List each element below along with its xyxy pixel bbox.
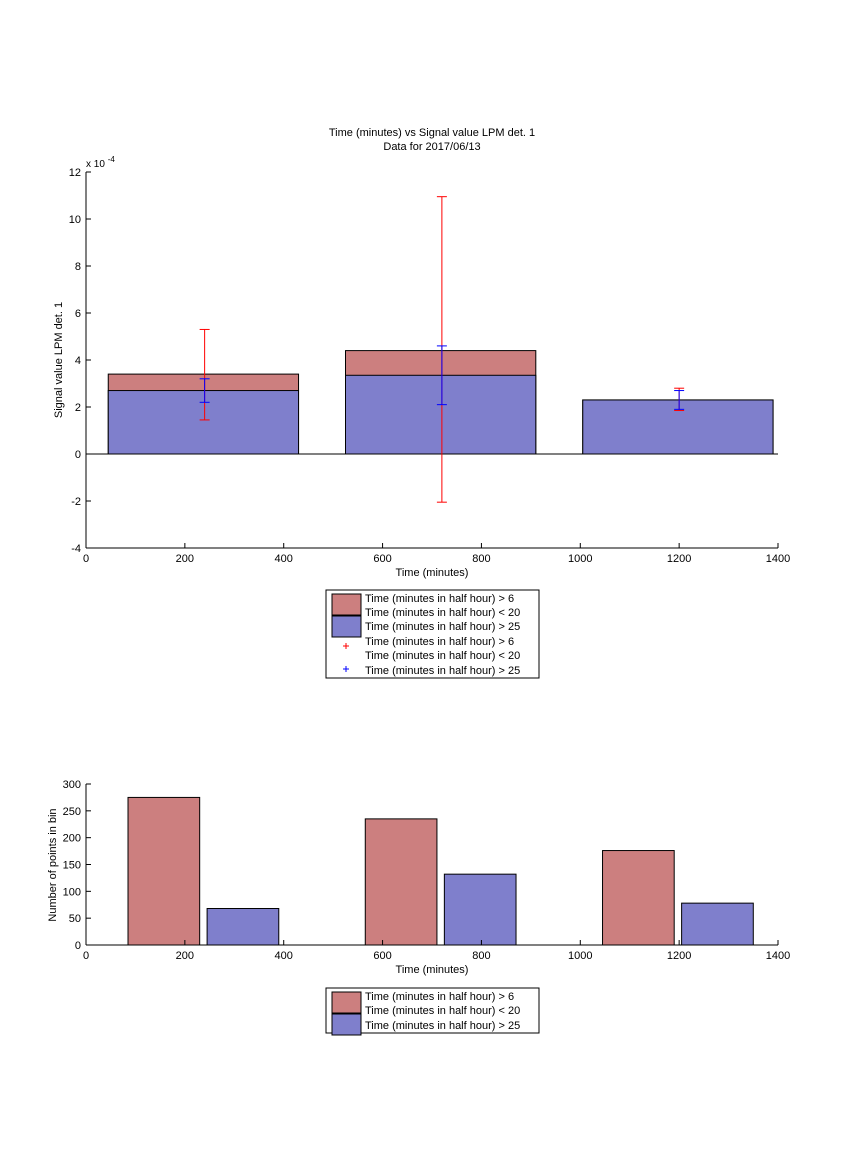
- legend1-item-3: Time (minutes in half hour) > 25: [365, 621, 520, 633]
- legend2-item-3: Time (minutes in half hour) > 25: [365, 1020, 520, 1032]
- chart1-y-tick-label: 12: [69, 167, 81, 179]
- legend1-item-6: Time (minutes in half hour) > 25: [365, 665, 520, 677]
- legend2-item-2: Time (minutes in half hour) < 20: [365, 1005, 520, 1017]
- chart2-y-axis-label: Number of points in bin: [47, 808, 59, 921]
- legend1-swatch-red: [331, 593, 362, 616]
- chart2-axes: 0 200 400 600 800 1000 1200 1400 0 50 100 150 200 250…: [63, 779, 791, 962]
- chart2-legend: Time (minutes in half hour) > 6 Time (mi…: [325, 987, 540, 1036]
- chart1-x-tick-label: 800: [472, 553, 490, 565]
- chart2-bar-blue-4: [443, 873, 517, 946]
- legend1-item-2: Time (minutes in half hour) < 20: [365, 607, 520, 619]
- chart2-y-tick-label: 200: [63, 833, 81, 845]
- chart2-bar-red-3: [364, 818, 438, 946]
- signal-chart: Time (minutes) vs Signal value LPM det. …: [53, 127, 790, 679]
- chart1-x-tick-label: 1000: [568, 553, 592, 565]
- chart1-bar-blue-1: [107, 390, 300, 455]
- chart2-x-tick-label: 600: [373, 950, 391, 962]
- legend1-item-1: Time (minutes in half hour) > 6: [365, 593, 514, 605]
- chart2-bars: [127, 796, 754, 946]
- chart1-bar-blue-2: [345, 374, 537, 455]
- chart2-x-tick-label: 400: [275, 950, 293, 962]
- legend1-item-4: Time (minutes in half hour) > 6: [365, 636, 514, 648]
- chart1-y-axis-label: Signal value LPM det. 1: [53, 302, 65, 418]
- chart2-bar-red-5: [602, 850, 675, 946]
- legend1-marker-red: [343, 643, 349, 649]
- chart2-y-tick-label: 250: [63, 806, 81, 818]
- chart1-title: Time (minutes) vs Signal value LPM det. …: [329, 127, 535, 139]
- chart2-x-tick-label: 1200: [667, 950, 691, 962]
- chart1-x-tick-label: 1200: [667, 553, 691, 565]
- chart1-errorbar-blue-4: [199, 378, 210, 403]
- chart2-y-tick-label: 150: [63, 860, 81, 872]
- chart1-y-tick-label: 2: [75, 402, 81, 414]
- chart2-x-tick-label: 800: [472, 950, 490, 962]
- chart2-bar-red-1: [127, 796, 201, 946]
- chart1-y-tick-label: 6: [75, 308, 81, 320]
- chart1-y-tick-label: -2: [71, 496, 81, 508]
- chart1-y-exponent: x 10 -4: [86, 155, 115, 170]
- chart2-y-tick-label: 0: [75, 940, 81, 952]
- chart2-y-tick-label: 50: [69, 913, 81, 925]
- chart1-y-tick-label: 4: [75, 355, 81, 367]
- chart2-y-tick-label: 100: [63, 886, 81, 898]
- chart1-errorbar-blue-5: [436, 345, 447, 406]
- legend1-marker-blue: [343, 666, 349, 672]
- chart1-y-exponent-power: -4: [108, 155, 116, 164]
- legend2-swatch-red: [331, 991, 362, 1014]
- chart2-y-tick-label: 300: [63, 779, 81, 791]
- chart1-x-tick-label: 1400: [766, 553, 790, 565]
- chart1-x-tick-label: 0: [83, 553, 89, 565]
- chart1-bar-blue-3: [582, 399, 774, 455]
- chart1-x-tick-label: 600: [373, 553, 391, 565]
- chart1-y-tick-label: 0: [75, 449, 81, 461]
- chart1-legend: Time (minutes in half hour) > 6 Time (mi…: [325, 589, 540, 679]
- chart1-y-tick-label: 8: [75, 261, 81, 273]
- chart1-axes: 0 200 400 600 800 1000 1200 1400 -4 -2 0 2 4 6 8 10 12: [69, 167, 790, 565]
- chart2-x-tick-label: 0: [83, 950, 89, 962]
- chart1-errorbars: [199, 196, 685, 503]
- chart1-errorbar-red-1: [199, 328, 210, 421]
- chart2-bar-blue-6: [681, 902, 754, 946]
- chart1-y-tick-label: -4: [71, 543, 81, 555]
- chart1-x-tick-label: 200: [176, 553, 194, 565]
- legend2-item-1: Time (minutes in half hour) > 6: [365, 991, 514, 1003]
- legend2-swatch-blue: [331, 1013, 362, 1036]
- chart1-y-tick-label: 10: [69, 214, 81, 226]
- count-chart: 0 200 400 600 800 1000 1200 1400 0 50 100 150 200 250…: [47, 779, 791, 1036]
- chart2-x-tick-label: 200: [176, 950, 194, 962]
- chart1-x-axis-label: Time (minutes): [396, 567, 469, 579]
- legend1-item-5: Time (minutes in half hour) < 20: [365, 650, 520, 662]
- chart2-x-axis-label: Time (minutes): [396, 964, 469, 976]
- chart2-x-tick-label: 1400: [766, 950, 790, 962]
- chart1-y-exponent-base: x 10: [86, 159, 105, 170]
- chart1-errorbar-blue-6: [674, 390, 685, 410]
- chart2-bar-blue-2: [206, 908, 280, 946]
- chart1-subtitle: Data for 2017/06/13: [383, 141, 480, 153]
- legend1-swatch-blue: [331, 615, 362, 638]
- chart2-x-tick-label: 1000: [568, 950, 592, 962]
- chart1-x-tick-label: 400: [275, 553, 293, 565]
